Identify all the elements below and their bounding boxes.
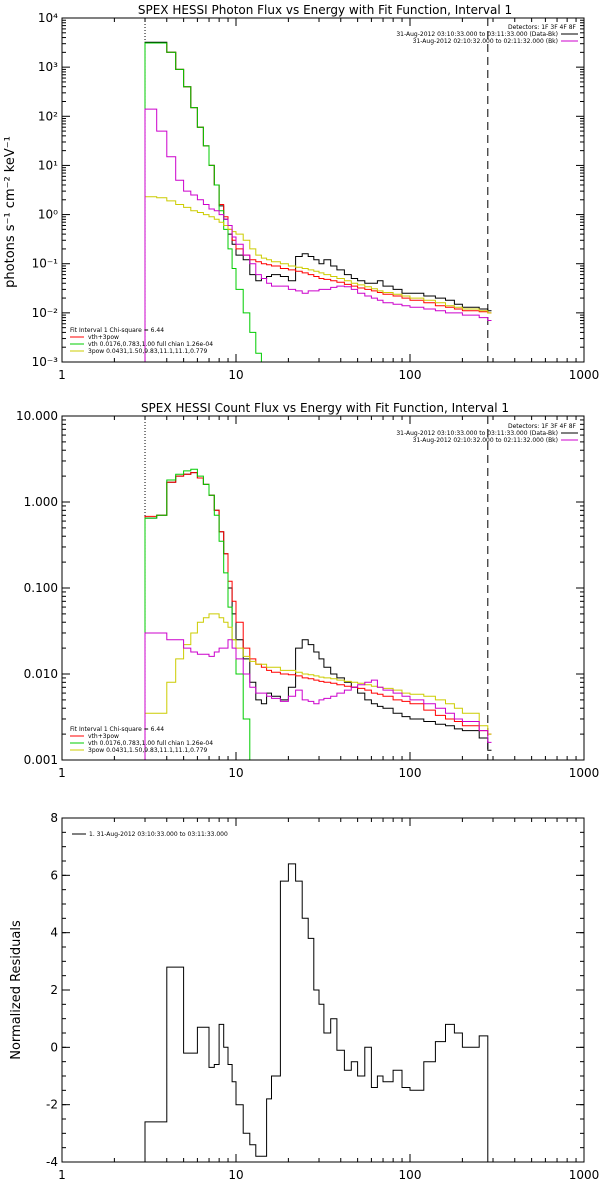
y-tick-label: 10² <box>38 109 58 123</box>
series-line <box>144 613 492 760</box>
y-tick-label: 10¹ <box>38 158 58 172</box>
series-line <box>144 472 492 760</box>
series-line <box>144 632 492 760</box>
residuals-panel: Normalized Residuals 1 10 100 1000 -4 -2 0 2 4 6… <box>9 811 599 1182</box>
x-tick-label: 100 <box>399 368 422 382</box>
y-tick-label: 0.100 <box>24 581 58 595</box>
y-tick-label: 10⁻¹ <box>32 257 59 271</box>
y-tick-label: 8 <box>50 811 58 825</box>
data-series <box>144 863 492 1163</box>
y-tick-label: 10⁻³ <box>32 355 59 369</box>
series-line <box>144 196 492 362</box>
legend-header: Detectors: 1F 3F 4F 8F <box>508 24 577 31</box>
axis-ticks <box>61 415 585 761</box>
y-tick-label: 10⁻² <box>32 306 59 320</box>
y-tick-label: 6 <box>50 868 58 882</box>
x-tick-label: 10 <box>228 766 243 780</box>
legend-entry: 31-Aug-2012 03:10:33.000 to 03:11:33.000… <box>396 31 558 38</box>
x-tick-labels: 1 10 100 1000 <box>58 766 599 780</box>
legend-entry: 31-Aug-2012 02:10:32.000 to 02:11:32.000… <box>413 437 558 444</box>
y-tick-labels: -4 -2 0 2 4 6 8 <box>46 811 58 1169</box>
legend-entry: 3pow 0.0431,1.50,9.83,11.1,11.1,0.779 <box>88 348 207 355</box>
axis-ticks <box>61 17 585 363</box>
series-line <box>144 863 492 1163</box>
x-tick-label: 1 <box>58 766 66 780</box>
legend-header: Detectors: 1F 3F 4F 8F <box>508 423 577 430</box>
x-tick-label: 1000 <box>569 766 600 780</box>
x-tick-labels: 1 10 100 1000 <box>58 368 599 382</box>
legend-bottom-left: Fit Interval 1 Chi-square = 6.44 vth+3po… <box>70 726 213 754</box>
series-line <box>144 108 492 362</box>
x-tick-label: 100 <box>399 1168 422 1182</box>
legend-entry: vth 0.0176,0.783,1.00 full chian 1.26e-0… <box>88 341 213 348</box>
legend-header: Fit Interval 1 Chi-square = 6.44 <box>70 327 164 334</box>
y-tick-label: 1.000 <box>24 495 58 509</box>
series-line <box>144 42 266 363</box>
series-line <box>144 468 254 761</box>
y-tick-label: 2 <box>50 983 58 997</box>
y-tick-label: 0.001 <box>24 753 58 767</box>
plot-frame <box>61 817 585 1163</box>
y-tick-label: -4 <box>46 1155 58 1169</box>
x-tick-label: 10 <box>228 368 243 382</box>
legend-entry: 31-Aug-2012 02:10:32.000 to 02:11:32.000… <box>413 38 558 45</box>
legend-entry: 1. 31-Aug-2012 03:10:33.000 to 03:11:33.… <box>89 831 228 838</box>
data-series <box>144 41 492 363</box>
y-tick-label: -2 <box>46 1098 58 1112</box>
legend-top-right: Detectors: 1F 3F 4F 8F 31-Aug-2012 03:10… <box>396 423 578 444</box>
legend-entry: 31-Aug-2012 03:10:33.000 to 03:11:33.000… <box>396 430 558 437</box>
x-tick-label: 100 <box>399 766 422 780</box>
y-tick-label: 0.010 <box>24 667 58 681</box>
plot-frame <box>61 17 585 363</box>
plot-frame <box>61 415 585 761</box>
y-tick-labels: 10⁻³ 10⁻² 10⁻¹ 10⁰ 10¹ 10² 10³ 10⁴ <box>32 11 59 369</box>
series-line <box>144 472 492 760</box>
y-tick-label: 10.000 <box>16 409 58 423</box>
y-tick-label: 10⁰ <box>38 208 58 222</box>
photon-flux-panel: SPEX HESSI Photon Flux vs Energy with Fi… <box>3 3 599 382</box>
legend-top-left: 1. 31-Aug-2012 03:10:33.000 to 03:11:33.… <box>72 831 228 838</box>
x-tick-label: 1 <box>58 368 66 382</box>
legend-entry: vth+3pow <box>88 334 119 341</box>
y-tick-label: 0 <box>50 1040 58 1054</box>
y-tick-label: 10⁴ <box>38 11 58 25</box>
legend-bottom-left: Fit Interval 1 Chi-square = 6.44 vth+3po… <box>70 327 213 355</box>
y-axis-label: photons s⁻¹ cm⁻² keV⁻¹ <box>3 136 18 288</box>
legend-entry: 3pow 0.0431,1.50,9.83,11.1,11.1,0.779 <box>88 747 207 754</box>
legend-entry: vth+3pow <box>88 733 119 740</box>
chart-title: SPEX HESSI Count Flux vs Energy with Fit… <box>141 401 509 415</box>
data-series <box>144 468 492 761</box>
y-tick-label: 4 <box>50 926 58 940</box>
y-tick-labels: 0.001 0.010 0.100 1.000 10.000 <box>16 409 58 767</box>
x-tick-label: 1000 <box>569 368 600 382</box>
count-flux-panel: SPEX HESSI Count Flux vs Energy with Fit… <box>16 401 599 780</box>
legend-top-right: Detectors: 1F 3F 4F 8F 31-Aug-2012 03:10… <box>396 24 578 45</box>
series-line <box>144 41 492 362</box>
axis-ticks <box>61 817 585 1163</box>
x-tick-label: 1 <box>58 1168 66 1182</box>
chart-title: SPEX HESSI Photon Flux vs Energy with Fi… <box>138 3 512 17</box>
legend-header: Fit Interval 1 Chi-square = 6.44 <box>70 726 164 733</box>
x-tick-label: 10 <box>228 1168 243 1182</box>
y-tick-label: 10³ <box>38 60 58 74</box>
y-axis-label: Normalized Residuals <box>9 920 24 1060</box>
series-line <box>144 42 492 362</box>
legend-entry: vth 0.0176,0.783,1.00 full chian 1.26e-0… <box>88 740 213 747</box>
x-tick-labels: 1 10 100 1000 <box>58 1168 599 1182</box>
x-tick-label: 1000 <box>569 1168 600 1182</box>
